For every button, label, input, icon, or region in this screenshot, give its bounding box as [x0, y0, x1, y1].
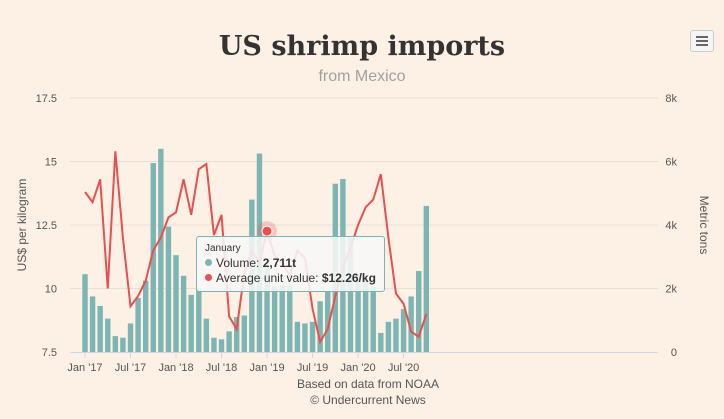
y-left-tick-label: 15 — [45, 157, 57, 169]
volume-bar[interactable] — [173, 255, 179, 352]
x-tick-label: Jan '17 — [67, 362, 102, 374]
y-axis-left-title: US$ per kilogram — [15, 179, 29, 272]
y-left-tick-label: 7.5 — [42, 347, 57, 359]
tooltip-month: January — [205, 243, 241, 254]
x-tick-label: Jul '20 — [388, 362, 419, 374]
volume-bar[interactable] — [188, 294, 194, 352]
volume-bar[interactable] — [142, 280, 149, 352]
volume-bar[interactable] — [226, 331, 232, 352]
volume-bar[interactable] — [127, 323, 134, 352]
volume-bar[interactable] — [294, 321, 301, 352]
volume-bar[interactable] — [302, 323, 308, 352]
y-axis-right: 0 2k 4k 6k 8k — [665, 93, 677, 359]
credit-copyright: © Undercurrent News — [310, 393, 426, 407]
volume-legend-dot — [205, 259, 212, 266]
volume-bar[interactable] — [203, 318, 210, 352]
y-right-tick-label: 6k — [665, 157, 677, 169]
volume-bar[interactable] — [271, 286, 278, 352]
volume-bar[interactable] — [325, 291, 331, 352]
volume-bar[interactable] — [279, 285, 285, 352]
tooltip-price-label: Average unit value: — [216, 271, 322, 285]
volume-bar[interactable] — [150, 163, 156, 352]
volume-bar[interactable] — [82, 274, 88, 352]
x-tick-label: Jul '19 — [297, 362, 328, 374]
volume-bar[interactable] — [309, 321, 316, 352]
volume-bar[interactable] — [385, 321, 392, 352]
x-tick-label: Jan '20 — [340, 362, 375, 374]
tooltip-volume-label: Volume: — [216, 256, 263, 270]
chart-subtitle: from Mexico — [318, 68, 405, 85]
y-right-tick-label: 2k — [665, 284, 677, 296]
menu-icon — [696, 36, 708, 38]
volume-bar[interactable] — [264, 265, 270, 352]
y-left-tick-label: 12.5 — [36, 220, 57, 232]
y-left-tick-label: 10 — [45, 284, 57, 296]
y-axis-left: 7.5 10 12.5 15 17.5 — [36, 93, 57, 359]
tooltip-price-value: $12.26/kg — [321, 271, 376, 285]
tooltip-volume-row: Volume: 2,711t — [205, 256, 376, 271]
tooltip-price-row: Average unit value: $12.26/kg — [205, 271, 376, 286]
highlight-point — [261, 225, 273, 237]
volume-bar[interactable] — [362, 280, 369, 352]
volume-bar[interactable] — [317, 301, 323, 352]
x-tick-label: Jul '17 — [115, 362, 146, 374]
y-left-tick-label: 17.5 — [36, 93, 57, 105]
volume-bar[interactable] — [120, 337, 126, 352]
volume-bar[interactable] — [196, 288, 202, 353]
volume-bar[interactable] — [287, 285, 293, 352]
volume-bar[interactable] — [370, 286, 376, 352]
volume-bar[interactable] — [378, 332, 384, 352]
x-tick-label: Jul '18 — [206, 362, 237, 374]
volume-bar[interactable] — [165, 226, 172, 352]
y-right-tick-label: 0 — [671, 347, 677, 359]
volume-bar[interactable] — [355, 274, 361, 352]
volume-bar[interactable] — [400, 309, 407, 352]
volume-bar[interactable] — [218, 339, 225, 352]
volume-bar[interactable] — [234, 317, 240, 352]
y-right-tick-label: 4k — [665, 220, 677, 232]
volume-bar[interactable] — [112, 336, 119, 353]
volume-bar[interactable] — [408, 296, 414, 352]
volume-bar[interactable] — [347, 237, 354, 352]
volume-bar[interactable] — [105, 318, 111, 352]
tooltip-volume-value: 2,711t — [262, 256, 297, 270]
tooltip: January Volume: 2,711t Average unit valu… — [196, 236, 385, 292]
x-tick-label: Jan '19 — [249, 362, 284, 374]
volume-bar[interactable] — [423, 205, 430, 352]
price-legend-dot — [205, 274, 212, 281]
volume-bar[interactable] — [393, 318, 399, 352]
volume-bar[interactable] — [89, 296, 96, 352]
chart-menu-button[interactable] — [690, 30, 714, 52]
x-tick-label: Jan '18 — [158, 362, 193, 374]
volume-bar[interactable] — [135, 298, 141, 352]
chart-title: US shrimp imports — [219, 31, 505, 62]
y-axis-right-title: Metric tons — [697, 196, 711, 255]
volume-bar[interactable] — [241, 315, 247, 352]
y-right-tick-label: 8k — [665, 93, 677, 105]
credit-source: Based on data from NOAA — [297, 377, 439, 391]
volume-bar[interactable] — [158, 148, 164, 352]
x-axis: Jan '17 Jul '17 Jan '18 Jul '18 Jan '19 Jul '… — [67, 352, 658, 374]
volume-bar[interactable] — [416, 271, 422, 352]
volume-bar[interactable] — [180, 275, 187, 352]
volume-bar[interactable] — [211, 337, 217, 352]
volume-bar[interactable] — [97, 305, 103, 352]
